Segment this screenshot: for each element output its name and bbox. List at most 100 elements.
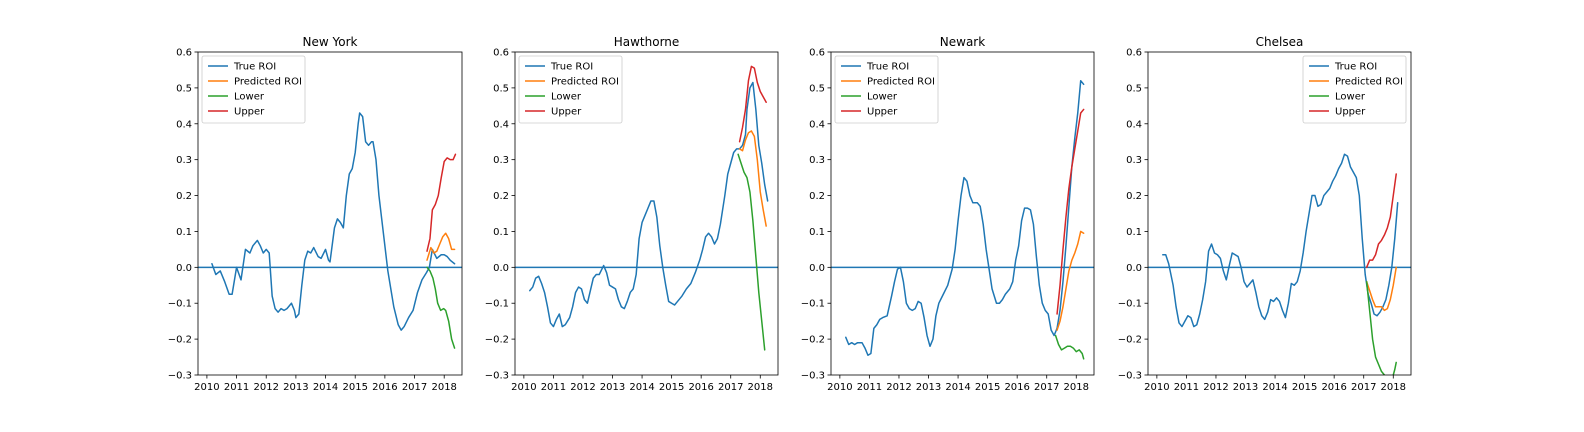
y-tick-label: 0.3: [493, 155, 509, 166]
plot-area: [1148, 153, 1411, 375]
x-tick-label: 2013: [283, 382, 308, 393]
y-tick-label: −0.3: [801, 371, 825, 382]
y-tick-label: −0.2: [1118, 335, 1142, 346]
series-line-lower: [1365, 280, 1386, 375]
axes-frame: [830, 51, 1095, 376]
y-tick-label: 0.4: [493, 119, 509, 130]
legend-label: True ROI: [550, 62, 593, 73]
series-line-true-roi: [845, 79, 1085, 357]
y-tick-label: −0.3: [168, 371, 192, 382]
x-tick-label: 2010: [511, 382, 536, 393]
y-tick-label: 0.6: [176, 48, 192, 59]
x-tick-label: 2018: [1381, 382, 1406, 393]
x-tick-label: 2016: [372, 382, 397, 393]
series-line-lower: [1392, 361, 1397, 375]
chart-title: Chelsea: [1256, 35, 1304, 49]
y-tick-label: 0.4: [1126, 119, 1142, 130]
y-tick-label: 0.1: [809, 227, 825, 238]
y-tick-label: 0.5: [809, 83, 825, 94]
y-tick-label: 0.2: [1126, 191, 1142, 202]
legend-label: Upper: [867, 107, 898, 118]
chart-panel-1: New York 2010 2011 2012 2013 2014 2015 2016 2017…: [168, 35, 463, 393]
chart-panel-3: Newark 2010 2011 2012 2013 2014 2015 2016 2017 20…: [801, 35, 1095, 393]
legend-label: Predicted ROI: [867, 77, 935, 88]
plot-area: [198, 112, 462, 349]
chart-title: New York: [303, 35, 358, 49]
legend-label: Lower: [867, 92, 898, 103]
y-tick-label: −0.3: [485, 371, 509, 382]
y-tick-label: 0.2: [809, 191, 825, 202]
x-tick-label: 2017: [402, 382, 427, 393]
y-tick-label: −0.2: [168, 335, 192, 346]
y-tick-label: 0.0: [1126, 263, 1142, 274]
x-tick-label: 2011: [1174, 382, 1199, 393]
axes-frame: [197, 51, 463, 376]
chart-panel-4: Chelsea 2010 2011 2012 2013 2014 2015 2016 2017 2…: [1118, 35, 1412, 393]
x-tick-label: 2016: [1004, 382, 1029, 393]
legend-label: True ROI: [1334, 62, 1377, 73]
legend: True ROI Predicted ROI Lower Upper: [1302, 55, 1407, 124]
series-line-upper: [1365, 173, 1397, 269]
legend-label: True ROI: [233, 62, 276, 73]
y-tick-label: −0.2: [801, 335, 825, 346]
y-tick-label: −0.1: [1118, 299, 1142, 310]
y-tick-label: 0.1: [1126, 227, 1142, 238]
x-tick-label: 2011: [541, 382, 566, 393]
x-tick-label: 2017: [718, 382, 743, 393]
x-tick-label: 2013: [916, 382, 941, 393]
x-tick-label: 2017: [1351, 382, 1376, 393]
axes-frame: [514, 51, 779, 376]
series-line-true-roi: [1162, 153, 1399, 328]
x-tick-label: 2016: [688, 382, 713, 393]
y-tick-label: −0.1: [801, 299, 825, 310]
y-tick-label: −0.1: [485, 299, 509, 310]
x-tick-label: 2014: [313, 382, 338, 393]
y-tick-label: −0.3: [1118, 371, 1142, 382]
series-line-upper: [426, 153, 457, 252]
y-tick-label: 0.5: [1126, 83, 1142, 94]
y-tick-label: 0.4: [176, 119, 192, 130]
legend-label: Predicted ROI: [234, 77, 302, 88]
series-line-lower: [1054, 334, 1085, 360]
x-tick-label: 2013: [1233, 382, 1258, 393]
chart-title: Hawthorne: [614, 35, 680, 49]
x-tick-label: 2015: [975, 382, 1000, 393]
series-line-true-roi: [529, 81, 769, 328]
series-line-lower: [426, 266, 456, 349]
x-tick-label: 2014: [629, 382, 654, 393]
series-line-upper: [1056, 108, 1085, 315]
legend-label: Upper: [551, 107, 582, 118]
legend-label: Predicted ROI: [1335, 77, 1403, 88]
plot-area: [831, 79, 1094, 360]
x-tick-label: 2012: [253, 382, 278, 393]
y-tick-label: 0.6: [1126, 48, 1142, 59]
y-tick-label: 0.1: [493, 227, 509, 238]
y-tick-label: 0.2: [493, 191, 509, 202]
series-line-predicted-roi: [1365, 266, 1397, 312]
chart-panel-2: Hawthorne 2010 2011 2012 2013 2014 2015 2016 201…: [485, 35, 779, 393]
x-tick-label: 2015: [659, 382, 684, 393]
legend: True ROI Predicted ROI Lower Upper: [201, 55, 306, 124]
y-tick-label: 0.5: [176, 83, 192, 94]
x-tick-label: 2015: [342, 382, 367, 393]
y-tick-label: 0.1: [176, 227, 192, 238]
legend-box: [1302, 55, 1407, 124]
y-tick-label: −0.2: [485, 335, 509, 346]
y-tick-label: 0.3: [1126, 155, 1142, 166]
x-tick-label: 2014: [1262, 382, 1287, 393]
x-tick-label: 2016: [1321, 382, 1346, 393]
x-tick-label: 2018: [748, 382, 773, 393]
y-tick-label: 0.5: [493, 83, 509, 94]
y-tick-label: 0.4: [809, 119, 825, 130]
x-tick-label: 2018: [1064, 382, 1089, 393]
series-line-predicted-roi: [426, 232, 456, 261]
x-tick-label: 2011: [224, 382, 249, 393]
y-tick-label: 0.6: [493, 48, 509, 59]
chart-title: Newark: [940, 35, 985, 49]
legend-label: Lower: [1335, 92, 1366, 103]
legend-label: Upper: [1335, 107, 1366, 118]
y-tick-label: 0.3: [176, 155, 192, 166]
legend: True ROI Predicted ROI Lower Upper: [518, 55, 623, 124]
axes-frame: [1147, 51, 1412, 376]
y-tick-label: −0.1: [168, 299, 192, 310]
